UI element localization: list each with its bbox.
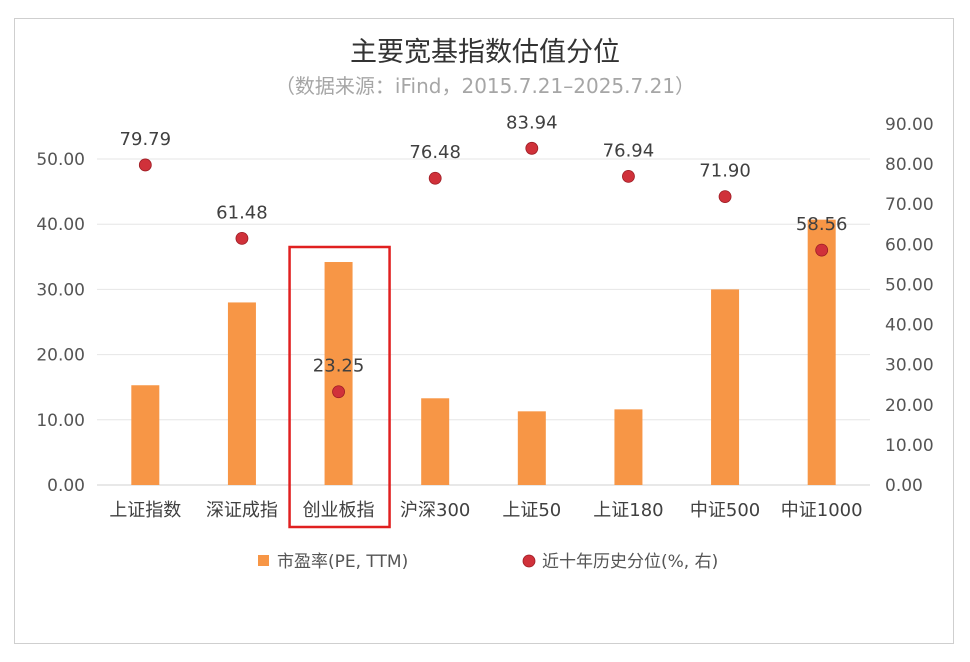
right-tick-label: 80.00 [885,155,934,175]
scatter-point [718,190,732,204]
left-tick-label: 30.00 [36,280,85,300]
left-tick-label: 10.00 [36,411,85,431]
bar-series [131,219,836,486]
right-tick-label: 90.00 [885,115,934,135]
scatter-point [235,231,249,245]
scatter-point [332,385,345,399]
category-label: 上证180 [593,500,663,521]
scatter-point [525,141,539,155]
chart-frame: 主要宽基指数估值分位 （数据来源：iFind，2015.7.21–2025.7.… [14,18,954,644]
chart-svg: 主要宽基指数估值分位 （数据来源：iFind，2015.7.21–2025.7.… [36,37,934,572]
bar [131,385,160,485]
right-tick-label: 50.00 [885,275,934,295]
chart-title: 主要宽基指数估值分位 [350,37,620,68]
category-label: 创业板指 [303,500,375,521]
legend-point-label: 近十年历史分位(%, 右) [542,552,718,572]
scatter-point [622,169,635,183]
left-tick-label: 0.00 [47,476,85,496]
scatter-point [815,243,829,257]
category-label: 上证指数 [109,500,181,521]
right-tick-label: 20.00 [885,396,934,416]
right-axis-ticks: 0.00 10.00 20.00 30.00 40.00 50.00 60.00 70.00 8… [885,115,934,496]
point-data-label: 61.48 [216,202,268,223]
category-label: 中证500 [690,500,760,521]
legend: 市盈率(PE, TTM) 近十年历史分位(%, 右) [258,552,718,572]
left-tick-label: 20.00 [36,346,85,366]
right-tick-label: 10.00 [885,436,934,456]
highlight-box-group [288,245,391,529]
legend-point-swatch [522,554,536,568]
legend-bar-swatch [258,555,269,566]
legend-bar-label: 市盈率(PE, TTM) [277,552,408,572]
point-data-label: 58.56 [796,214,848,235]
bar [517,411,546,485]
bar [807,219,836,486]
gridlines [97,158,870,486]
category-label: 深证成指 [206,500,278,521]
point-data-label: 79.79 [120,129,172,150]
right-tick-label: 60.00 [885,235,934,255]
category-label: 上证50 [502,500,561,521]
left-tick-label: 50.00 [36,150,85,170]
bar [614,409,643,485]
chart-subtitle: （数据来源：iFind，2015.7.21–2025.7.21） [275,74,695,98]
highlight-box [288,245,391,529]
data-labels: 79.79 61.48 23.25 76.48 83.94 76.94 71.90 58.56 [120,112,848,376]
scatter-point [428,171,442,185]
point-data-label: 23.25 [313,356,365,377]
category-labels: 上证指数 深证成指 创业板指 沪深300 上证50 上证180 中证500 中证1000 [109,500,862,521]
scatter-series [138,141,829,399]
right-tick-label: 40.00 [885,316,934,336]
left-tick-label: 40.00 [36,215,85,235]
bar [227,302,256,485]
point-data-label: 76.94 [603,140,655,161]
left-axis-ticks: 0.00 10.00 20.00 30.00 40.00 50.00 [36,150,85,496]
point-data-label: 83.94 [506,112,558,133]
category-label: 中证1000 [781,500,863,521]
bar [421,398,450,485]
scatter-point [138,158,152,172]
bar [711,289,740,485]
right-tick-label: 30.00 [885,356,934,376]
point-data-label: 76.48 [409,142,461,163]
point-data-label: 71.90 [699,161,751,182]
right-tick-label: 70.00 [885,195,934,215]
right-tick-label: 0.00 [885,476,923,496]
bar [324,262,353,485]
category-label: 沪深300 [400,500,470,521]
